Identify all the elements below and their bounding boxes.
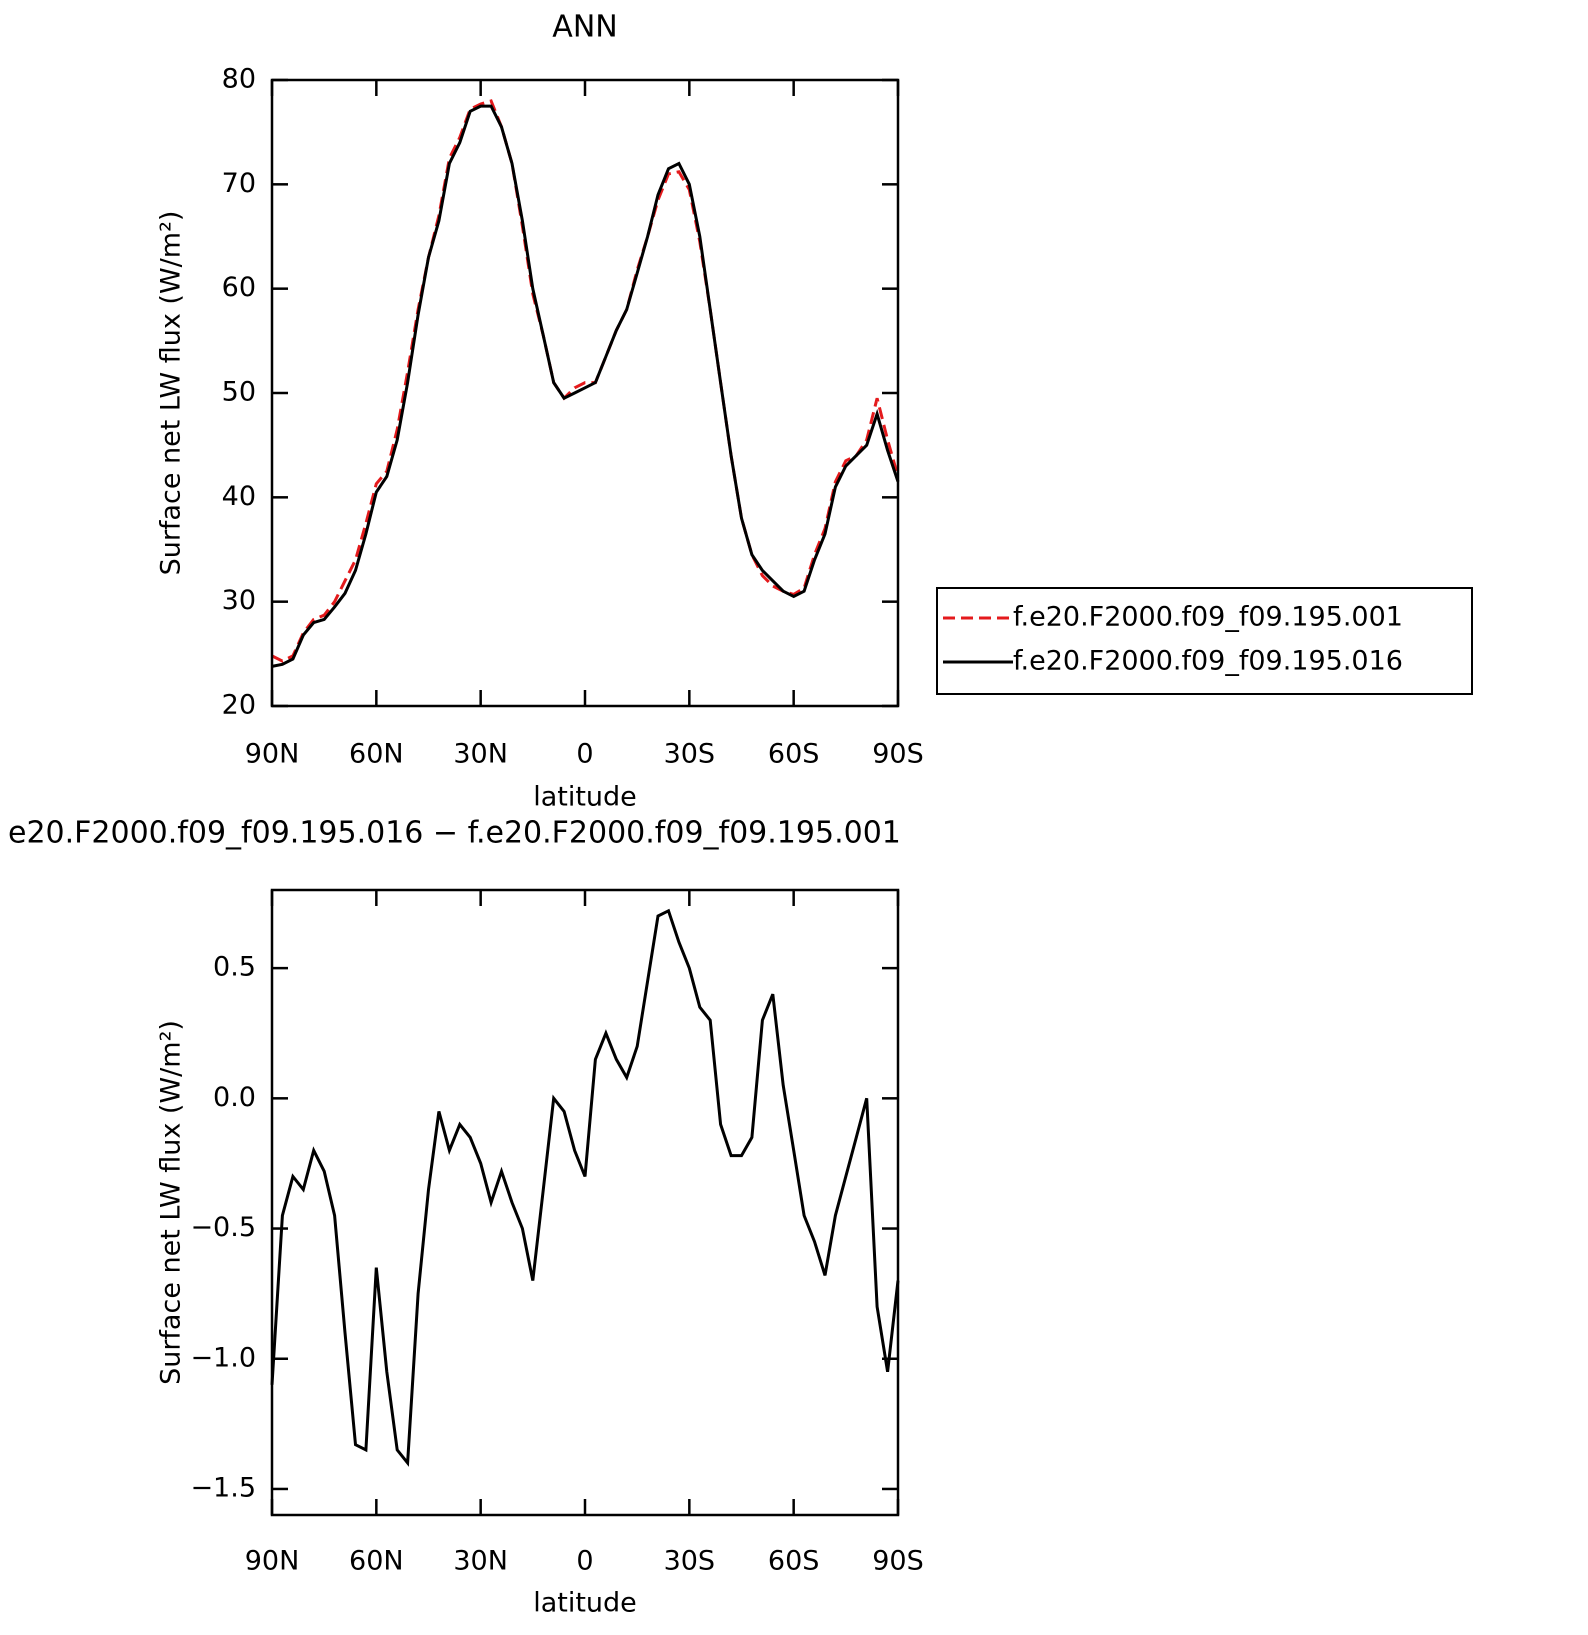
y-tick-label: 70	[222, 168, 256, 199]
data-line	[271, 104, 900, 668]
y-tick-label: 60	[222, 272, 256, 303]
x-tick-label: 30N	[453, 739, 508, 770]
y-tick-label: 50	[222, 377, 256, 408]
y-tick-label: 30	[222, 585, 256, 616]
y-tick-label: 0.5	[213, 952, 256, 983]
y-tick-label: 20	[222, 690, 256, 721]
x-tick-label: 60N	[349, 739, 404, 770]
data-line	[270, 908, 900, 1467]
x-tick-label: 0	[576, 739, 593, 770]
x-tick-label: 60S	[768, 1546, 820, 1577]
legend-box	[936, 587, 1473, 695]
x-axis-label: latitude	[533, 782, 637, 813]
x-tick-label: 30N	[453, 1546, 508, 1577]
x-tick-label: 90N	[245, 739, 300, 770]
x-tick-label: 60N	[349, 1546, 404, 1577]
y-tick-label: 80	[222, 64, 256, 95]
plot-frame	[270, 888, 900, 1517]
x-tick-label: 30S	[664, 1546, 716, 1577]
x-axis-label: latitude	[533, 1588, 637, 1619]
y-tick-label: 0.0	[213, 1082, 256, 1113]
x-tick-label: 30S	[664, 739, 716, 770]
y-axis-label: Surface net LW flux (W/m²)	[156, 211, 187, 576]
legend-label: f.e20.F2000.f09_f09.195.016	[1013, 646, 1403, 677]
x-tick-label: 90N	[245, 1546, 300, 1577]
chart-title: ANN	[552, 10, 617, 45]
data-line	[271, 99, 900, 663]
y-tick-label: −1.0	[190, 1342, 256, 1373]
plot-frame	[270, 78, 900, 708]
x-tick-label: 90S	[872, 1546, 924, 1577]
chart-title: e20.F2000.f09_f09.195.016 − f.e20.F2000.…	[8, 816, 901, 851]
legend-label: f.e20.F2000.f09_f09.195.001	[1013, 602, 1403, 633]
x-tick-label: 60S	[768, 739, 820, 770]
x-tick-label: 0	[576, 1546, 593, 1577]
y-tick-label: −0.5	[190, 1212, 256, 1243]
x-tick-label: 90S	[872, 739, 924, 770]
y-tick-label: −1.5	[190, 1472, 256, 1503]
y-axis-label: Surface net LW flux (W/m²)	[156, 1020, 187, 1385]
y-tick-label: 40	[222, 481, 256, 512]
